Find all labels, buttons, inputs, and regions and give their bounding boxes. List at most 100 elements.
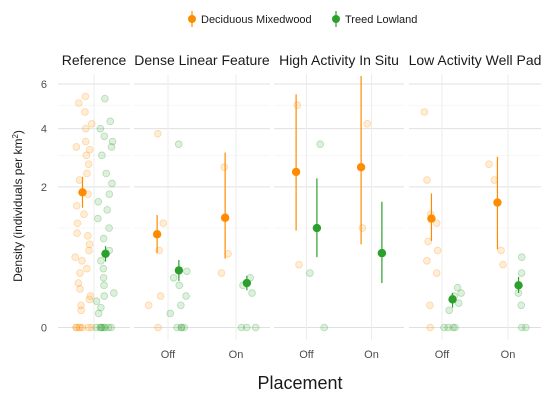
raw-point-treed-lowland	[100, 132, 109, 141]
raw-point-treed-lowland	[110, 289, 118, 297]
raw-point-treed-lowland	[92, 297, 101, 305]
raw-point-deciduous-mixedwood	[76, 269, 84, 277]
estimate-point-treed-lowland	[514, 281, 523, 290]
estimate-point-treed-lowland	[377, 248, 387, 258]
raw-point-treed-lowland	[517, 301, 526, 310]
raw-point-deciduous-mixedwood	[73, 219, 82, 228]
raw-point-deciduous-mixedwood	[72, 201, 81, 210]
raw-observations	[293, 101, 372, 332]
raw-point-deciduous-mixedwood	[85, 145, 94, 154]
raw-point-deciduous-mixedwood	[77, 301, 85, 310]
y-tick-label: 4	[41, 124, 47, 136]
panel-low-activity-well-pad: Low Activity Well Pad Off On	[409, 52, 541, 361]
raw-point-deciduous-mixedwood	[71, 253, 80, 262]
raw-point-treed-lowland	[177, 323, 186, 332]
panel-title: High Activity In Situ	[279, 52, 399, 68]
raw-point-treed-lowland	[237, 323, 246, 332]
raw-point-treed-lowland	[451, 323, 459, 332]
estimate-point-treed-lowland	[242, 278, 252, 288]
raw-point-deciduous-mixedwood	[84, 160, 93, 168]
raw-point-treed-lowland	[517, 253, 526, 262]
raw-point-deciduous-mixedwood	[83, 264, 91, 273]
raw-point-deciduous-mixedwood	[84, 323, 93, 332]
raw-point-deciduous-mixedwood	[75, 99, 83, 107]
raw-point-treed-lowland	[107, 143, 116, 151]
raw-point-treed-lowland	[180, 323, 189, 332]
raw-point-deciduous-mixedwood	[485, 160, 493, 168]
raw-point-treed-lowland	[177, 323, 186, 332]
estimate-point-deciduous-mixedwood	[427, 214, 436, 223]
raw-point-deciduous-mixedwood	[423, 176, 431, 184]
panel-title: Reference	[62, 52, 127, 68]
estimate-point-deciduous-mixedwood	[152, 230, 162, 239]
raw-point-treed-lowland	[108, 179, 116, 188]
raw-point-treed-lowland	[169, 273, 178, 282]
y-axis-title: Density (individuals per km2)	[11, 130, 26, 282]
raw-point-deciduous-mixedwood	[75, 323, 83, 332]
legend-item-deciduous-mixedwood: Deciduous Mixedwood	[188, 11, 312, 27]
raw-point-treed-lowland	[99, 264, 108, 273]
raw-point-treed-lowland	[175, 281, 184, 290]
gridlines	[134, 74, 270, 340]
raw-observations	[420, 108, 530, 332]
panel-high-activity-in-situ: High Activity In Situ Off On	[274, 52, 404, 361]
y-axis: 0 2 4 6	[41, 79, 47, 335]
raw-point-treed-lowland	[320, 323, 329, 332]
raw-point-deciduous-mixedwood	[363, 119, 372, 128]
raw-point-deciduous-mixedwood	[293, 101, 302, 110]
raw-point-treed-lowland	[457, 289, 465, 297]
y-tick-label: 6	[41, 79, 47, 91]
raw-point-deciduous-mixedwood	[423, 257, 431, 265]
raw-point-deciduous-mixedwood	[80, 210, 88, 218]
raw-point-treed-lowland	[97, 323, 106, 332]
raw-point-treed-lowland	[174, 140, 183, 148]
raw-point-deciduous-mixedwood	[75, 176, 84, 184]
raw-point-treed-lowland	[242, 323, 251, 332]
gridlines	[409, 74, 541, 340]
raw-point-deciduous-mixedwood	[74, 279, 83, 287]
raw-point-treed-lowland	[99, 234, 108, 243]
raw-point-deciduous-mixedwood	[432, 219, 441, 228]
raw-point-treed-lowland	[99, 273, 108, 282]
raw-point-treed-lowland	[105, 224, 113, 232]
estimate-point-deciduous-mixedwood	[493, 198, 502, 207]
raw-point-deciduous-mixedwood	[426, 301, 434, 310]
raw-point-deciduous-mixedwood	[220, 163, 229, 172]
panel-dense-linear-feature: Dense Linear Feature Off On	[134, 52, 270, 361]
raw-point-deciduous-mixedwood	[420, 108, 429, 116]
raw-point-treed-lowland	[97, 303, 105, 312]
raw-point-treed-lowland	[521, 323, 530, 332]
panel-title: Dense Linear Feature	[134, 52, 270, 68]
raw-point-deciduous-mixedwood	[424, 237, 432, 246]
raw-point-treed-lowland	[453, 283, 462, 292]
raw-point-deciduous-mixedwood	[85, 295, 94, 304]
raw-point-treed-lowland	[96, 124, 105, 133]
raw-point-deciduous-mixedwood	[77, 306, 85, 315]
raw-point-treed-lowland	[445, 306, 454, 315]
raw-point-treed-lowland	[94, 197, 103, 206]
raw-point-treed-lowland	[100, 292, 109, 300]
raw-point-deciduous-mixedwood	[295, 260, 303, 269]
raw-point-treed-lowland	[92, 323, 101, 332]
raw-point-deciduous-mixedwood	[73, 229, 81, 237]
raw-point-deciduous-mixedwood	[78, 257, 86, 265]
estimates	[78, 176, 110, 262]
raw-observations	[144, 129, 260, 332]
raw-point-treed-lowland	[183, 267, 191, 276]
estimate-point-deciduous-mixedwood	[356, 163, 366, 172]
raw-point-deciduous-mixedwood	[426, 323, 435, 332]
raw-point-deciduous-mixedwood	[85, 246, 93, 255]
estimates	[427, 156, 523, 308]
legend-label: Treed Lowland	[345, 14, 417, 26]
x-tick-label: On	[501, 349, 516, 361]
raw-point-treed-lowland	[101, 323, 109, 332]
raw-point-treed-lowland	[248, 289, 256, 297]
raw-point-deciduous-mixedwood	[78, 323, 87, 332]
raw-point-treed-lowland	[100, 281, 108, 290]
raw-point-deciduous-mixedwood	[153, 129, 162, 138]
raw-point-deciduous-mixedwood	[433, 246, 442, 255]
raw-point-treed-lowland	[100, 323, 108, 332]
raw-point-treed-lowland	[444, 323, 453, 332]
raw-point-treed-lowland	[105, 190, 114, 198]
